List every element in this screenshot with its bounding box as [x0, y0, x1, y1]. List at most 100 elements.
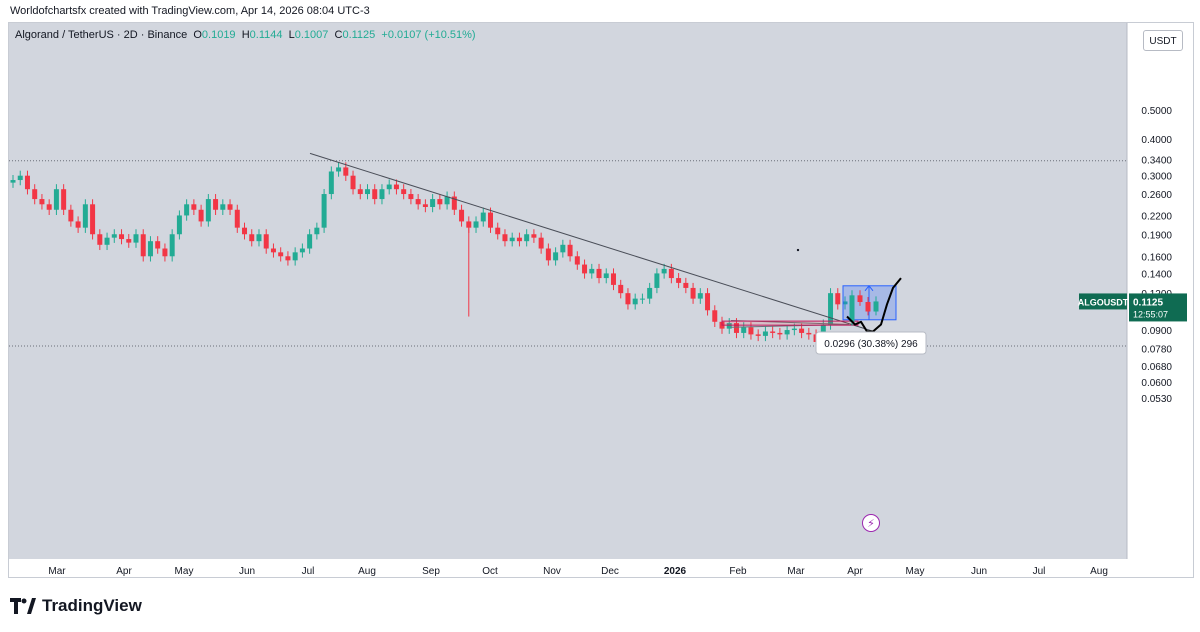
y-tick-label: 0.0780	[1141, 344, 1172, 355]
candle-body	[705, 293, 711, 311]
x-tick-label: Jul	[1033, 566, 1046, 577]
candle-body	[97, 234, 103, 245]
open-value: 0.1019	[201, 29, 236, 41]
low-label: L	[288, 29, 295, 41]
candle-body	[307, 234, 313, 249]
x-tick-label: Sep	[422, 566, 440, 577]
candle-body	[321, 194, 327, 228]
candle-body	[242, 227, 248, 235]
measure-label: 0.0296 (30.38%) 296	[824, 339, 918, 350]
x-tick-label: 2026	[664, 566, 687, 577]
stray-dot	[796, 248, 800, 252]
candle-body	[632, 298, 638, 305]
candle-body	[155, 241, 161, 249]
currency-button[interactable]: USDT	[1143, 30, 1183, 51]
y-tick-label: 0.3400	[1141, 156, 1172, 167]
y-tick-label: 0.0680	[1141, 362, 1172, 373]
candle-body	[147, 241, 153, 257]
y-tick-label: 0.5000	[1141, 106, 1172, 117]
x-tick-label: Feb	[729, 566, 747, 577]
candle-body	[618, 284, 624, 294]
candle-body	[603, 273, 609, 279]
measure-arrowhead	[864, 284, 874, 292]
y-tick-label: 0.1600	[1141, 252, 1172, 263]
high-label: H	[241, 29, 250, 41]
candle-body	[198, 209, 204, 222]
candle-body	[213, 199, 219, 210]
candle-body	[249, 234, 255, 242]
candle-body	[473, 221, 479, 228]
ohlc-legend: Algorand / TetherUS · 2D · Binance O0.10…	[15, 29, 476, 41]
candle-body	[82, 204, 88, 228]
price-tag-symbol: ALGOUSDT	[1078, 297, 1129, 307]
candle-body	[625, 293, 631, 305]
candle-body	[567, 244, 573, 257]
price-tag-price: 0.1125	[1133, 297, 1163, 308]
candle-body	[401, 189, 407, 195]
candle-body	[828, 293, 834, 325]
symbol-title: Algorand / TetherUS · 2D · Binance	[15, 29, 188, 41]
candle-body	[873, 301, 879, 312]
candle-body	[422, 204, 428, 208]
candle-body	[61, 189, 67, 210]
candle-body	[835, 293, 841, 305]
y-tick-label: 0.2600	[1141, 190, 1172, 201]
price-axis-bg	[1127, 23, 1193, 559]
candle-body	[495, 227, 501, 235]
candle-body	[538, 237, 544, 249]
y-tick-label: 0.1900	[1141, 230, 1172, 241]
lightning-icon[interactable]: ⚡	[862, 514, 880, 532]
x-tick-label: Aug	[358, 566, 376, 577]
price-tag-symbol-bg	[1079, 293, 1127, 310]
x-tick-label: Oct	[482, 566, 498, 577]
change-value: +0.0107 (+10.51%)	[381, 29, 476, 41]
candle-body	[560, 244, 566, 253]
candle-body	[176, 215, 182, 235]
candle-body	[220, 204, 226, 210]
y-tick-label: 0.0900	[1141, 326, 1172, 337]
candle-body	[10, 180, 16, 183]
candle-body	[459, 209, 465, 222]
candle-body	[24, 175, 30, 190]
tradingview-logo: TradingView	[10, 596, 142, 616]
candle-body	[285, 256, 291, 261]
candle-body	[234, 209, 240, 228]
close-label: C	[334, 29, 343, 41]
time-axis-bg	[9, 559, 1193, 577]
candle-body	[68, 209, 74, 222]
candle-body	[126, 239, 132, 243]
x-tick-label: Jun	[971, 566, 987, 577]
candle-body	[430, 199, 436, 208]
close-value: 0.1125	[342, 29, 376, 41]
candle-body	[668, 268, 674, 279]
candle-body	[256, 234, 262, 242]
candle-body	[17, 175, 23, 181]
x-tick-label: Mar	[787, 566, 805, 577]
candle-body	[806, 332, 812, 335]
candle-body	[661, 268, 667, 274]
candle-body	[784, 330, 790, 335]
y-tick-label: 0.0600	[1141, 378, 1172, 389]
candle-body	[299, 248, 305, 253]
candle-body	[343, 167, 349, 176]
high-value: 0.1144	[249, 29, 283, 41]
candle-body	[169, 234, 175, 257]
candle-body	[205, 199, 211, 222]
candle-body	[842, 301, 848, 305]
candle-body	[799, 328, 805, 333]
candle-body	[639, 298, 645, 300]
candle-body	[270, 248, 276, 253]
chart-area[interactable]: 0.5000 0.4000 0.3400 0.3000 0.2600 0.2200 0.19…	[8, 22, 1194, 578]
candle-body	[712, 310, 718, 322]
candle-body	[408, 194, 414, 200]
y-tick-label: 0.1400	[1141, 269, 1172, 280]
candlestick-chart[interactable]: 0.5000 0.4000 0.3400 0.3000 0.2600 0.2200 0.19…	[9, 23, 1194, 578]
candle-body	[46, 204, 52, 210]
candle-body	[516, 237, 522, 242]
candle-body	[444, 196, 450, 205]
candle-body	[162, 248, 168, 257]
candle-body	[365, 189, 371, 195]
x-tick-label: Jun	[239, 566, 255, 577]
x-tick-label: Nov	[543, 566, 561, 577]
candle-body	[791, 328, 797, 331]
